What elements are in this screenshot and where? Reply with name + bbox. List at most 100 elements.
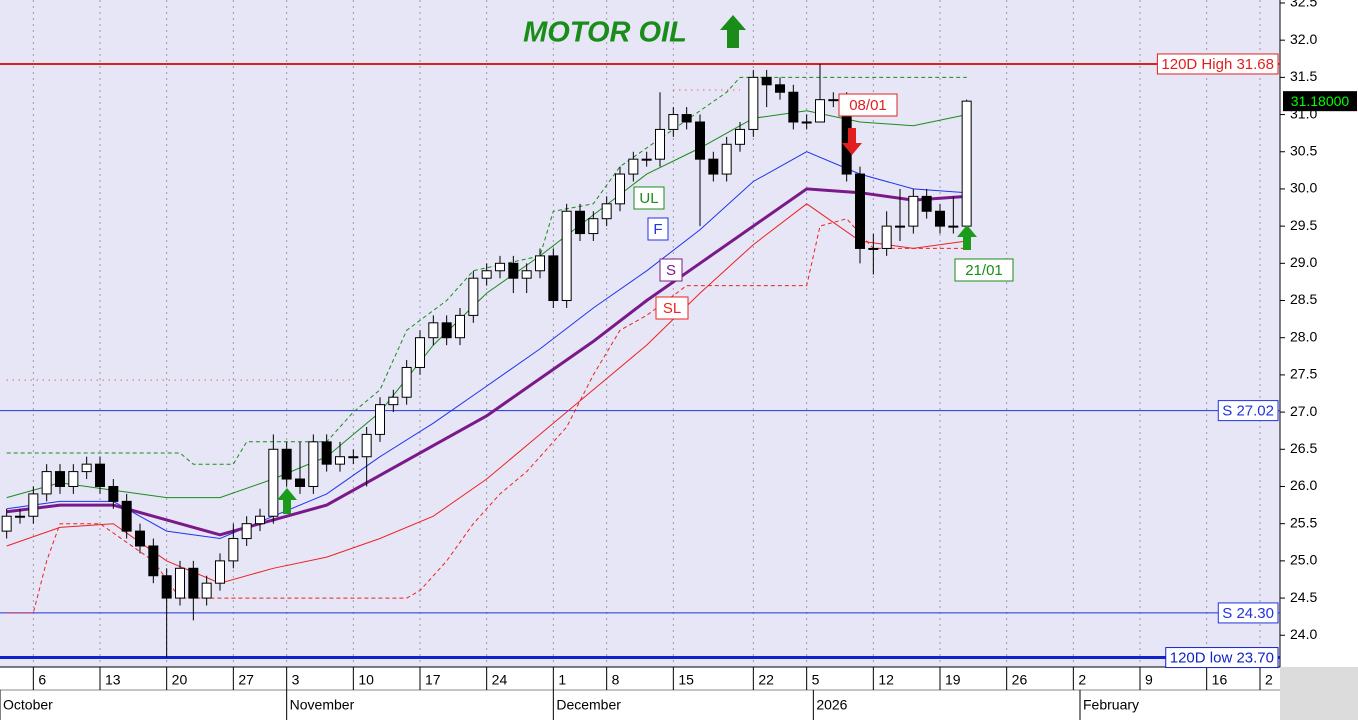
candle-body bbox=[641, 158, 652, 161]
level-label: S 24.30 bbox=[1222, 605, 1274, 622]
candle-body bbox=[695, 121, 705, 160]
x-tick-label: 13 bbox=[105, 672, 121, 688]
x-tick-label: 1 bbox=[558, 672, 566, 688]
candle-body bbox=[815, 99, 825, 123]
candle-body bbox=[15, 515, 25, 518]
x-tick-label: 17 bbox=[425, 672, 441, 688]
candle-body bbox=[735, 128, 745, 145]
candle-body bbox=[921, 195, 932, 212]
level-label-box bbox=[1217, 602, 1279, 624]
candle-body bbox=[575, 210, 585, 235]
up-arrow-icon bbox=[720, 15, 746, 48]
indicator-line bbox=[6, 203, 967, 584]
x-tick-label: 19 bbox=[945, 672, 961, 688]
down-arrow-icon bbox=[842, 128, 862, 155]
candle-body bbox=[55, 471, 65, 487]
candle-body bbox=[281, 448, 292, 480]
y-tick-label: 25.5 bbox=[1290, 514, 1317, 530]
candle-body bbox=[68, 471, 79, 487]
y-tick-label: 32.5 bbox=[1290, 0, 1317, 10]
candle-body bbox=[41, 471, 52, 495]
y-tick-label: 30.5 bbox=[1290, 142, 1317, 158]
level-label-box bbox=[1165, 647, 1279, 669]
candle-body bbox=[708, 158, 719, 175]
y-tick-label: 27.5 bbox=[1290, 366, 1317, 382]
x-tick-label: 15 bbox=[678, 672, 694, 688]
indicator-line bbox=[6, 76, 967, 465]
y-axis-background bbox=[1280, 0, 1358, 667]
series-label: SL bbox=[663, 300, 681, 317]
candle-body bbox=[561, 210, 572, 302]
candle-body bbox=[935, 210, 945, 227]
candle-body bbox=[428, 322, 439, 339]
series-label-box bbox=[647, 217, 669, 241]
plot-background bbox=[0, 0, 1280, 667]
candle-body bbox=[868, 247, 879, 250]
candle-body bbox=[601, 203, 612, 220]
candle-body bbox=[668, 114, 679, 130]
candle-body bbox=[321, 441, 332, 465]
x-tick-label: 2 bbox=[1265, 672, 1273, 688]
x-tick-label: 6 bbox=[38, 672, 46, 688]
up-arrow-icon bbox=[277, 488, 297, 514]
y-tick-label: 26.5 bbox=[1290, 440, 1317, 456]
chart-title: MOTOR OIL bbox=[523, 17, 687, 49]
month-label: November bbox=[290, 697, 355, 713]
candle-body bbox=[401, 366, 412, 398]
candle-body bbox=[1, 515, 12, 532]
candle-body bbox=[961, 100, 972, 227]
y-tick-label: 25.0 bbox=[1290, 552, 1317, 568]
candle-body bbox=[788, 91, 799, 123]
corner bbox=[1280, 667, 1358, 720]
y-tick-label: 26.0 bbox=[1290, 477, 1317, 493]
candle-body bbox=[455, 314, 465, 339]
month-label: October bbox=[3, 697, 53, 713]
x-tick-label: 26 bbox=[1012, 672, 1028, 688]
candle-body bbox=[628, 158, 639, 175]
y-tick-label: 31.5 bbox=[1290, 68, 1317, 84]
candle-body bbox=[335, 456, 345, 465]
month-label: 2026 bbox=[816, 697, 847, 713]
candle-body bbox=[201, 582, 212, 599]
candle-body bbox=[721, 143, 732, 175]
candle-body bbox=[161, 575, 172, 599]
candle-body bbox=[655, 128, 665, 160]
x-tick-label: 12 bbox=[878, 672, 894, 688]
candle-body bbox=[108, 485, 119, 502]
candle-body bbox=[148, 545, 159, 577]
candle-body bbox=[188, 567, 199, 599]
indicator-line bbox=[6, 218, 967, 614]
candle-body bbox=[508, 262, 519, 279]
x-tick-label: 27 bbox=[238, 672, 254, 688]
series-label-box bbox=[659, 258, 683, 282]
x-tick-label: 16 bbox=[1212, 672, 1228, 688]
y-tick-label: 30.0 bbox=[1290, 180, 1317, 196]
candle-body bbox=[481, 270, 492, 279]
candle-body bbox=[308, 441, 319, 487]
candle-body bbox=[895, 225, 905, 228]
x-tick-label: 22 bbox=[758, 672, 774, 688]
month-label: February bbox=[1083, 697, 1139, 713]
month-label: December bbox=[556, 697, 621, 713]
candle-body bbox=[495, 262, 505, 272]
annotation-label: 21/01 bbox=[965, 262, 1003, 279]
y-tick-label: 24.0 bbox=[1290, 626, 1317, 642]
candle-body bbox=[681, 114, 692, 123]
indicator-line bbox=[6, 187, 967, 537]
candle-body bbox=[748, 76, 759, 130]
x-tick-label: 2 bbox=[1078, 672, 1086, 688]
candle-body bbox=[908, 195, 919, 227]
candle-body bbox=[855, 173, 865, 249]
annotation-label: 08/01 bbox=[849, 97, 887, 114]
annotation-layer: MOTOR OIL 08/01 21/01 UL F S SL bbox=[277, 15, 1014, 514]
x-tick-label: 24 bbox=[492, 672, 508, 688]
candle-body bbox=[135, 530, 145, 547]
candle-body bbox=[761, 76, 772, 86]
y-tick-label: 27.0 bbox=[1290, 403, 1317, 419]
candle-body bbox=[881, 225, 892, 249]
candle-body bbox=[775, 84, 785, 93]
series-label: S bbox=[666, 262, 676, 279]
level-label-box bbox=[1217, 400, 1279, 422]
